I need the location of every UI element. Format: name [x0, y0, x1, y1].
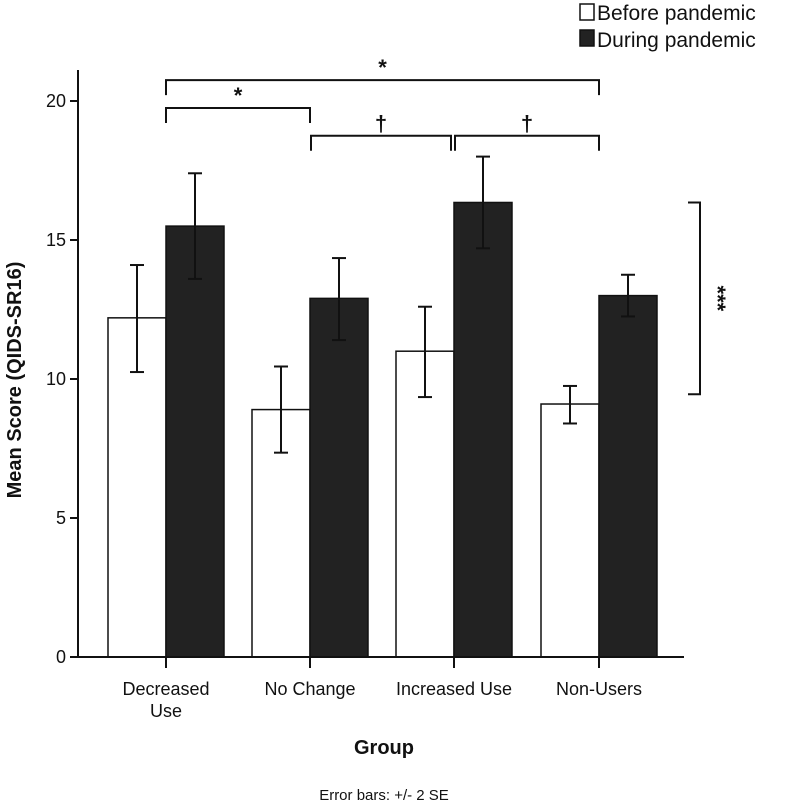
significance-label: ***	[705, 286, 730, 312]
significance-label: †	[521, 111, 533, 136]
legend-swatch-before	[579, 3, 595, 21]
y-tick-label: 15	[46, 230, 66, 250]
x-tick-label: Non-Users	[556, 679, 642, 699]
bar-during	[453, 201, 513, 658]
x-tick-label: Decreased	[122, 679, 209, 699]
significance-bracket	[688, 201, 701, 396]
bar-before	[540, 403, 600, 658]
footnote: Error bars: +/- 2 SE	[319, 787, 449, 804]
legend-label-before: Before pandemic	[597, 2, 756, 25]
legend-swatch-during	[579, 29, 595, 47]
y-axis-label: Mean Score (QIDS-SR16)	[4, 262, 26, 499]
x-tick-label: Increased Use	[396, 679, 512, 699]
y-tick-label: 20	[46, 91, 66, 111]
y-tick-label: 5	[56, 508, 66, 528]
y-tick-label: 0	[56, 647, 66, 667]
y-tick-label: 10	[46, 369, 66, 389]
legend: Before pandemic During pandemic	[579, 2, 756, 52]
legend-label-during: During pandemic	[597, 29, 756, 52]
bar-during	[598, 294, 658, 658]
significance-bracket	[165, 79, 600, 96]
significance-label: †	[375, 111, 387, 136]
significance-label: *	[234, 83, 243, 108]
significance-bracket	[454, 134, 600, 151]
significance-bracket	[310, 134, 452, 151]
bar-during	[165, 225, 225, 658]
significance-bracket	[165, 106, 311, 123]
x-axis-label: Group	[354, 737, 414, 759]
bar-during	[309, 297, 369, 658]
significance-label: *	[378, 55, 387, 80]
x-tick-label: Use	[150, 701, 182, 721]
x-tick-label: No Change	[264, 679, 355, 699]
